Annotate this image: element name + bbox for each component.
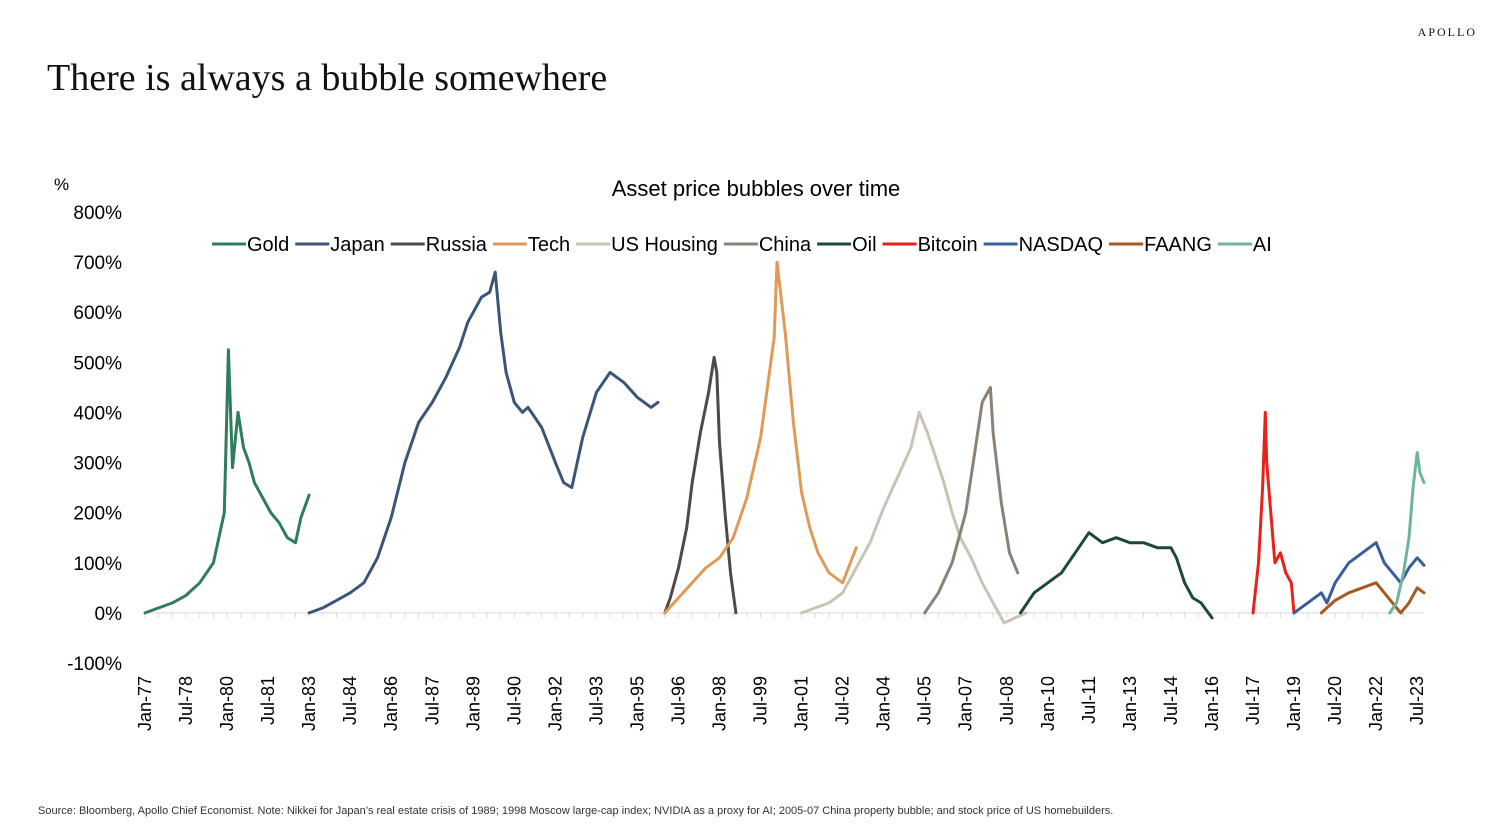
y-tick-label: 0% xyxy=(95,604,123,625)
legend-label: Oil xyxy=(852,234,876,256)
x-tick-label: Jul-90 xyxy=(504,676,524,725)
x-tick-label: Jul-05 xyxy=(915,676,935,725)
series-line-china xyxy=(923,385,1020,615)
x-tick-label: Jan-07 xyxy=(956,676,976,731)
x-tick-label: Jan-04 xyxy=(874,676,894,731)
x-tick-label: Jul-17 xyxy=(1243,676,1263,725)
x-tick-label: Jan-19 xyxy=(1284,676,1304,731)
series-line-tech xyxy=(663,260,858,615)
y-axis-unit-label: % xyxy=(54,175,69,194)
series-line-ai xyxy=(1388,451,1426,615)
legend-label: US Housing xyxy=(611,234,718,256)
y-tick-label: 200% xyxy=(73,504,122,525)
x-tick-label: Jul-84 xyxy=(340,676,360,725)
x-tick-label: Jul-87 xyxy=(422,676,442,725)
x-tick-label: Jul-20 xyxy=(1325,676,1345,725)
series-line-japan xyxy=(307,270,660,615)
y-axis: -100% 0% 100% 200% 300% 400% 500% 600% 700% 800% xyxy=(67,203,122,675)
y-tick-label: 100% xyxy=(73,554,122,575)
series-layer xyxy=(143,260,1426,625)
legend-label: Japan xyxy=(330,234,385,256)
x-axis: Jan-77 Jul-78 Jan-80 Jul-81 Jan-83 Jul-84 Jan-… xyxy=(135,612,1427,731)
y-tick-label: 300% xyxy=(73,454,122,475)
legend-label: Russia xyxy=(426,234,488,256)
y-tick-label: 800% xyxy=(73,203,122,224)
series-line-us-housing xyxy=(800,410,1028,625)
x-tick-label: Jan-92 xyxy=(545,676,565,731)
x-tick-label: Jan-77 xyxy=(135,676,155,731)
chart-legend: Gold Japan Russia Tech US Housing China Oil Bit… xyxy=(212,234,1272,256)
legend-label: China xyxy=(759,234,812,256)
x-tick-label: Jul-14 xyxy=(1161,676,1181,725)
x-tick-label: Jan-83 xyxy=(299,676,319,731)
y-tick-label: 700% xyxy=(73,253,122,274)
x-tick-label: Jan-22 xyxy=(1366,676,1386,731)
x-tick-label: Jan-80 xyxy=(217,676,237,731)
series-line-faang xyxy=(1319,581,1426,615)
page-headline: There is always a bubble somewhere xyxy=(47,57,608,99)
x-tick-label: Jul-23 xyxy=(1407,676,1427,725)
x-tick-label: Jan-98 xyxy=(710,676,730,731)
x-tick-label: Jan-16 xyxy=(1202,676,1222,731)
x-tick-label: Jan-95 xyxy=(627,676,647,731)
series-line-oil xyxy=(1019,531,1214,620)
x-tick-label: Jul-99 xyxy=(751,676,771,725)
x-tick-label: Jul-08 xyxy=(997,676,1017,725)
x-tick-label: Jan-89 xyxy=(463,676,483,731)
series-line-nasdaq xyxy=(1292,541,1426,615)
x-tick-label: Jul-93 xyxy=(586,676,606,725)
x-tick-label: Jul-11 xyxy=(1079,676,1099,724)
series-line-bitcoin xyxy=(1251,410,1296,615)
legend-label: Bitcoin xyxy=(918,234,978,256)
x-tick-label: Jul-78 xyxy=(176,676,196,725)
source-note: Source: Bloomberg, Apollo Chief Economis… xyxy=(38,805,1114,817)
legend-label: FAANG xyxy=(1144,234,1212,256)
legend-label: AI xyxy=(1253,234,1272,256)
series-line-russia xyxy=(663,355,738,615)
y-tick-label: -100% xyxy=(67,654,122,675)
legend-label: Tech xyxy=(528,234,570,256)
chart-title: Asset price bubbles over time xyxy=(612,176,901,201)
apollo-brand: APOLLO xyxy=(1417,25,1477,39)
y-tick-label: 400% xyxy=(73,403,122,424)
x-tick-label: Jan-10 xyxy=(1038,676,1058,731)
legend-label: Gold xyxy=(247,234,289,256)
y-tick-label: 500% xyxy=(73,353,122,374)
x-tick-label: Jul-02 xyxy=(833,676,853,725)
x-tick-label: Jan-01 xyxy=(792,676,812,731)
legend-label: NASDAQ xyxy=(1019,234,1103,256)
x-tick-label: Jul-81 xyxy=(258,676,278,725)
asset-bubbles-line-chart: Asset price bubbles over time % Gold Japa… xyxy=(54,175,1427,731)
x-tick-label: Jan-13 xyxy=(1120,676,1140,731)
y-tick-label: 600% xyxy=(73,303,122,324)
x-tick-label: Jan-86 xyxy=(381,676,401,731)
series-line-gold xyxy=(143,348,311,615)
x-tick-label: Jul-96 xyxy=(668,676,688,725)
